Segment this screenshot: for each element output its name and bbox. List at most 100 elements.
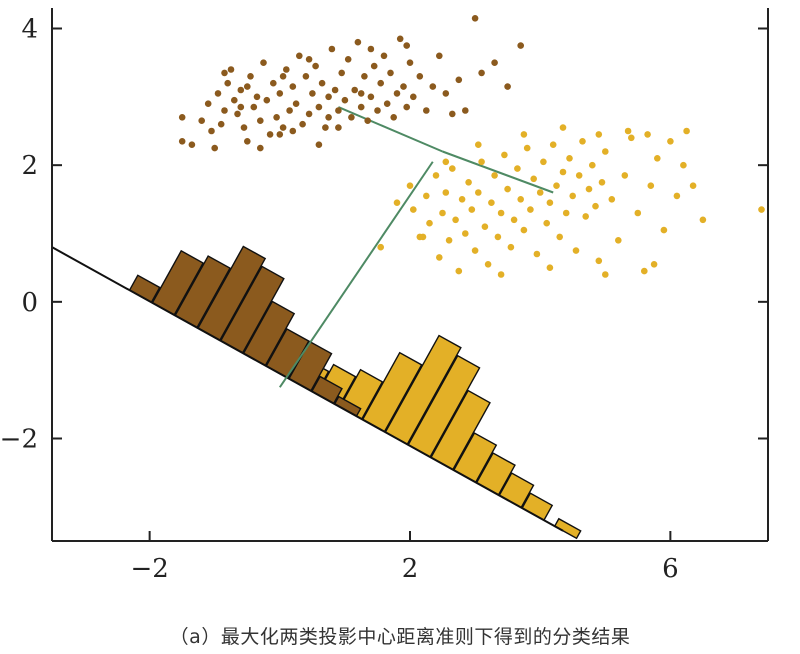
point-class1: [276, 90, 284, 97]
point-class2: [689, 182, 697, 189]
point-class2: [621, 172, 629, 179]
point-class2: [546, 264, 554, 272]
point-class2: [585, 185, 593, 193]
point-class1: [406, 59, 414, 66]
point-class2: [478, 158, 485, 166]
point-class2: [699, 216, 707, 224]
point-class2: [647, 182, 655, 189]
point-class1: [227, 66, 235, 73]
point-class2: [445, 237, 453, 244]
point-class1: [478, 69, 485, 77]
point-class1: [305, 110, 313, 118]
point-class2: [546, 199, 554, 206]
point-class1: [305, 56, 313, 63]
point-class1: [367, 45, 375, 53]
figure-caption: （a）最大化两类投影中心距离准则下得到的分类结果: [169, 626, 631, 648]
point-class1: [370, 62, 378, 70]
point-class1: [423, 107, 430, 114]
point-class2: [582, 213, 589, 220]
point-class1: [455, 76, 463, 84]
point-class1: [357, 103, 365, 111]
point-class2: [628, 134, 635, 142]
point-class2: [559, 124, 567, 131]
point-class2: [758, 206, 765, 213]
point-class2: [419, 233, 427, 241]
point-class1: [331, 86, 339, 94]
point-class1: [322, 124, 329, 131]
point-class1: [377, 79, 385, 87]
point-class2: [527, 206, 534, 213]
point-class2: [533, 250, 541, 258]
point-class1: [178, 138, 186, 145]
point-class2: [680, 161, 687, 169]
point-class2: [377, 243, 385, 251]
point-class1: [364, 117, 372, 124]
point-class1: [383, 100, 391, 107]
point-class2: [436, 254, 443, 261]
center-connector-line: [278, 161, 434, 388]
x-tick-label: −2: [130, 554, 168, 584]
point-class1: [354, 38, 362, 46]
point-class1: [257, 144, 264, 152]
point-class2: [566, 155, 573, 162]
point-class1: [504, 83, 511, 90]
point-class2: [602, 148, 609, 155]
point-class2: [458, 196, 466, 203]
point-class1: [367, 93, 375, 101]
point-class1: [462, 107, 469, 114]
point-class1: [393, 90, 401, 97]
point-class1: [244, 138, 251, 145]
point-class2: [497, 209, 505, 217]
point-class1: [211, 144, 218, 152]
point-class2: [595, 257, 603, 265]
point-class1: [517, 42, 524, 49]
point-class2: [579, 138, 586, 145]
point-class1: [299, 120, 306, 128]
point-class1: [344, 56, 352, 63]
point-class1: [292, 100, 300, 107]
point-class1: [217, 120, 225, 128]
point-class1: [221, 107, 228, 114]
point-class1: [283, 66, 290, 73]
point-class1: [289, 83, 297, 90]
point-class2: [452, 216, 459, 224]
point-class1: [234, 110, 241, 118]
point-class1: [198, 117, 205, 124]
point-class2: [592, 202, 599, 210]
point-class2: [510, 216, 518, 224]
point-class2: [520, 226, 528, 234]
point-class2: [432, 172, 440, 179]
point-class2: [455, 267, 463, 275]
point-class1: [273, 114, 280, 121]
point-class1: [325, 114, 332, 121]
point-class2: [673, 192, 681, 200]
point-class2: [481, 223, 489, 230]
point-class1: [410, 93, 417, 101]
point-class2: [501, 151, 508, 159]
point-class1: [380, 52, 388, 60]
point-class2: [650, 261, 658, 268]
point-class1: [204, 100, 212, 107]
point-class1: [442, 90, 450, 97]
point-class2: [615, 237, 622, 244]
point-class2: [410, 206, 417, 213]
point-class1: [276, 131, 284, 138]
y-tick-label: 4: [21, 15, 38, 45]
y-tick-label: 2: [21, 151, 38, 181]
point-class2: [624, 127, 632, 135]
point-class2: [393, 199, 401, 206]
scatter-points: [178, 14, 765, 278]
point-class2: [608, 196, 616, 203]
point-class1: [429, 83, 437, 90]
point-class1: [328, 45, 336, 53]
point-class1: [286, 107, 293, 114]
point-class2: [504, 185, 511, 193]
point-class1: [341, 96, 349, 104]
point-class2: [514, 165, 521, 172]
point-class1: [240, 124, 248, 131]
point-class2: [406, 182, 414, 189]
histogram-bars: [128, 245, 582, 540]
point-class1: [396, 35, 404, 43]
point-class2: [468, 206, 476, 213]
point-class2: [549, 141, 557, 148]
